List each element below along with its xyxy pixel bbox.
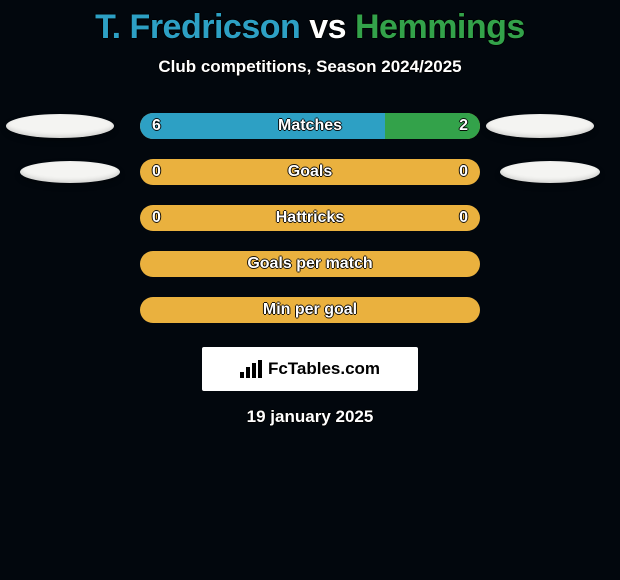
stat-bar: 62Matches xyxy=(140,113,480,139)
brand-box: FcTables.com xyxy=(202,347,418,391)
infographic: T. Fredricson vs Hemmings Club competiti… xyxy=(0,0,620,580)
stat-label: Matches xyxy=(140,113,480,139)
title-vs: vs xyxy=(309,8,346,46)
side-oval xyxy=(500,161,600,183)
stat-label: Goals per match xyxy=(140,251,480,277)
stat-bar: 00Goals xyxy=(140,159,480,185)
stat-row: Min per goal xyxy=(0,287,620,333)
side-oval xyxy=(20,161,120,183)
brand-inner: FcTables.com xyxy=(240,359,380,379)
stat-bar: Goals per match xyxy=(140,251,480,277)
stat-label: Goals xyxy=(140,159,480,185)
side-oval xyxy=(486,114,594,138)
date: 19 january 2025 xyxy=(0,407,620,427)
stat-bar: 00Hattricks xyxy=(140,205,480,231)
stat-label: Min per goal xyxy=(140,297,480,323)
stat-label: Hattricks xyxy=(140,205,480,231)
title: T. Fredricson vs Hemmings xyxy=(0,0,620,47)
stat-row: 00Hattricks xyxy=(0,195,620,241)
stat-bar: Min per goal xyxy=(140,297,480,323)
subtitle: Club competitions, Season 2024/2025 xyxy=(0,57,620,77)
title-player1: T. Fredricson xyxy=(95,8,300,46)
brand-bars-icon xyxy=(240,360,262,378)
side-oval xyxy=(6,114,114,138)
title-player2: Hemmings xyxy=(355,8,525,46)
brand-text: FcTables.com xyxy=(268,359,380,379)
stat-row: Goals per match xyxy=(0,241,620,287)
